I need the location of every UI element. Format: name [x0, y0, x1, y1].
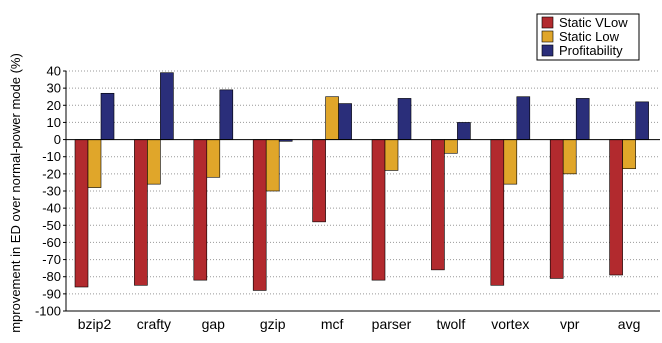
bar-bzip2-profitability: [100, 92, 115, 140]
x-tick-label: parser: [372, 316, 412, 332]
x-tick-label: vpr: [560, 316, 580, 332]
x-tick-label: vortex: [491, 316, 529, 332]
y-tick-label: 30: [47, 81, 61, 96]
bar-parser-profitability: [397, 98, 412, 140]
y-tick-label: 10: [47, 115, 61, 130]
x-tick-label: gzip: [260, 316, 286, 332]
bar-crafty-profitability: [160, 72, 174, 140]
legend-label: Static Low: [559, 29, 620, 44]
legend-swatch: [541, 44, 554, 57]
legend-swatch: [541, 16, 554, 29]
y-tick-label: -100: [35, 304, 61, 319]
bar-parser-static-low: [384, 139, 399, 171]
bar-vpr-static-vlow: [549, 139, 564, 279]
bars: [74, 72, 649, 291]
bar-avg-static-low: [622, 139, 636, 170]
bar-vortex-profitability: [516, 96, 531, 140]
bar-gap-profitability: [219, 89, 234, 140]
y-axis-ticks: 40 30 20 10 0 -10 -20 -30 -40 -50 -60 -70 -80 -90 -100: [35, 64, 66, 319]
y-tick-label: -90: [42, 286, 61, 301]
bar-crafty-static-vlow: [134, 139, 148, 286]
bar-mcf-static-low: [325, 96, 339, 140]
bar-twolf-static-low: [444, 139, 458, 154]
x-tick-label: crafty: [137, 316, 171, 332]
bar-mcf-profitability: [338, 103, 352, 140]
x-tick-label: bzip2: [78, 316, 112, 332]
bar-gzip-static-low: [265, 139, 280, 192]
y-tick-label: -30: [42, 184, 61, 199]
bar-vpr-static-low: [562, 139, 577, 175]
legend-label: Static VLow: [559, 15, 628, 30]
bar-crafty-static-low: [147, 139, 161, 185]
y-tick-label: 40: [47, 64, 61, 79]
x-tick-label: avg: [618, 316, 641, 332]
bar-vortex-static-low: [503, 139, 518, 185]
category-labels: bzip2 crafty gap gzip mcf parser twolf vortex vp…: [78, 316, 641, 332]
y-tick-label: -10: [42, 149, 61, 164]
bar-mcf-static-vlow: [312, 139, 326, 223]
y-tick-label: -60: [42, 235, 61, 250]
y-tick-label: -40: [42, 201, 61, 216]
y-axis-label: mprovement in ED over normal-power mode …: [8, 53, 23, 333]
bar-bzip2-static-low: [87, 139, 102, 188]
y-tick-label: -70: [42, 252, 61, 267]
y-tick-label: 0: [54, 132, 61, 147]
bar-gzip-static-vlow: [252, 139, 267, 291]
bar-gap-static-vlow: [193, 139, 208, 281]
legend-box: [536, 13, 640, 61]
y-tick-label: -20: [42, 166, 61, 181]
bar-vpr-profitability: [575, 98, 590, 140]
y-tick-label: -80: [42, 269, 61, 284]
bar-gap-static-low: [206, 139, 221, 178]
bar-twolf-static-vlow: [431, 139, 445, 271]
bar-parser-static-vlow: [371, 139, 386, 281]
bar-bzip2-static-vlow: [74, 139, 89, 288]
bar-vortex-static-vlow: [490, 139, 505, 286]
x-tick-label: twolf: [437, 316, 466, 332]
bar-avg-profitability: [635, 101, 649, 140]
legend-swatch: [541, 30, 554, 43]
y-tick-label: -50: [42, 218, 61, 233]
legend-label: Profitability: [559, 43, 623, 58]
bar-twolf-profitability: [457, 122, 471, 140]
x-tick-label: mcf: [321, 316, 344, 332]
bar-avg-static-vlow: [609, 139, 623, 276]
y-tick-label: 20: [47, 98, 61, 113]
x-tick-label: gap: [202, 316, 226, 332]
